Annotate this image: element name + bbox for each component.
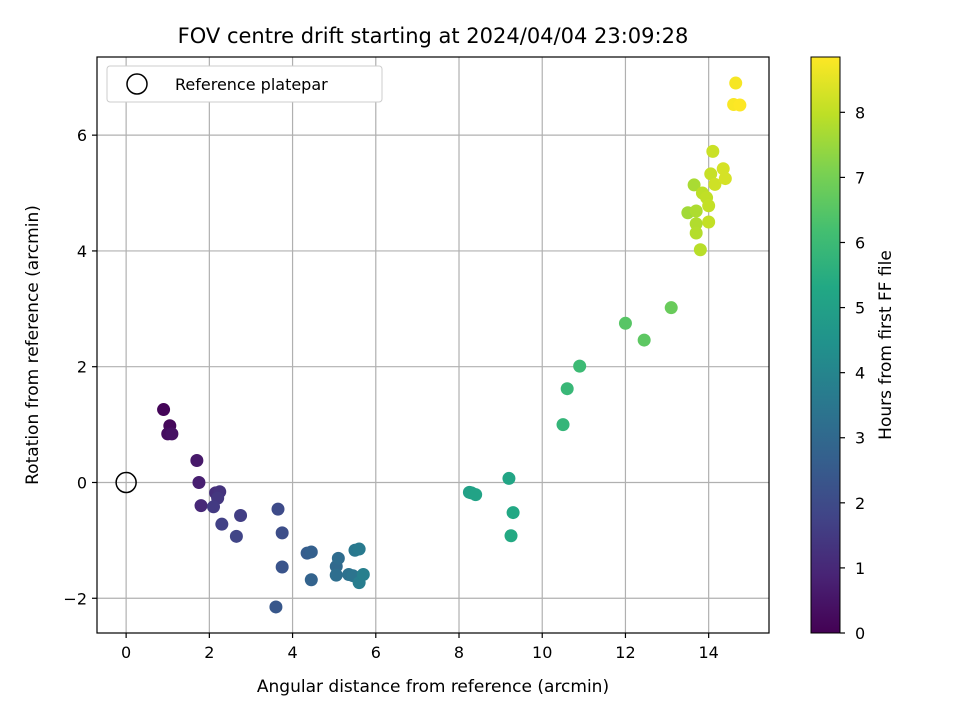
- data-point: [693, 243, 707, 257]
- data-point: [708, 177, 722, 191]
- colorbar-tick-label: 3: [855, 429, 865, 448]
- data-point: [192, 475, 206, 489]
- x-tick-label: 10: [532, 643, 552, 662]
- y-tick-label: −2: [63, 589, 87, 608]
- colorbar-tick-label: 1: [855, 559, 865, 578]
- chart-title: FOV centre drift starting at 2024/04/04 …: [178, 24, 689, 48]
- data-point: [304, 573, 318, 587]
- colorbar-ticks: 0 1 2 3 4 5 6 7 8: [840, 103, 865, 643]
- x-tick-label: 12: [615, 643, 635, 662]
- data-point: [637, 333, 651, 347]
- data-point: [469, 488, 483, 502]
- y-axis-label: Rotation from reference (arcmin): [23, 205, 43, 485]
- grid: [97, 57, 769, 633]
- colorbar-label: Hours from first FF file: [876, 250, 896, 440]
- colorbar-tick-label: 0: [855, 624, 865, 643]
- x-tick-label: 4: [287, 643, 297, 662]
- data-point: [689, 226, 703, 240]
- colorbar-tick-label: 4: [855, 364, 865, 383]
- data-point: [702, 199, 716, 213]
- data-point: [689, 204, 703, 218]
- data-point: [194, 499, 208, 513]
- data-point: [729, 76, 743, 90]
- data-point: [352, 542, 366, 556]
- legend-box: [106, 65, 383, 103]
- colorbar-tick-label: 5: [855, 299, 865, 318]
- data-point: [229, 529, 243, 543]
- data-point: [157, 403, 171, 417]
- data-point: [702, 215, 716, 229]
- data-point: [618, 316, 632, 330]
- data-point: [329, 568, 343, 582]
- data-point: [504, 529, 518, 543]
- data-point: [716, 162, 730, 176]
- data-point: [704, 167, 718, 181]
- data-point: [502, 471, 516, 485]
- y-axis-ticks: −2 0 2 4 6: [63, 126, 97, 608]
- data-point: [271, 502, 285, 516]
- data-point: [560, 382, 574, 396]
- data-point: [687, 178, 701, 192]
- legend-label: Reference platepar: [175, 75, 328, 94]
- data-point: [190, 453, 204, 467]
- legend-marker: [126, 73, 148, 95]
- data-point: [275, 560, 289, 574]
- data-point: [356, 568, 370, 582]
- data-point: [718, 172, 732, 186]
- plot-frame: [96, 56, 770, 634]
- y-tick-label: 2: [77, 358, 87, 377]
- data-point: [664, 301, 678, 315]
- x-tick-label: 6: [371, 643, 381, 662]
- y-tick-label: 4: [77, 242, 87, 261]
- y-tick-label: 6: [77, 126, 87, 145]
- x-axis-ticks: 0 2 4 6 8 10 12 14: [121, 633, 719, 662]
- x-axis-label: Angular distance from reference (arcmin): [257, 677, 609, 697]
- data-point: [573, 359, 587, 373]
- data-point: [215, 517, 229, 531]
- x-tick-label: 2: [204, 643, 214, 662]
- data-point: [556, 418, 570, 432]
- colorbar-tick-label: 6: [855, 233, 865, 252]
- data-point: [304, 545, 318, 559]
- colorbar-tick-label: 8: [855, 103, 865, 122]
- x-tick-label: 0: [121, 643, 131, 662]
- y-tick-label: 0: [77, 473, 87, 492]
- colorbar-tick-label: 7: [855, 168, 865, 187]
- legend: Reference platepar: [106, 65, 383, 103]
- data-point: [269, 600, 283, 614]
- data-point: [506, 506, 520, 520]
- data-points: [157, 76, 747, 614]
- data-point: [234, 508, 248, 522]
- data-point: [706, 144, 720, 158]
- x-tick-label: 8: [454, 643, 464, 662]
- reference-point: [115, 471, 137, 494]
- data-point: [165, 427, 179, 441]
- x-tick-label: 14: [698, 643, 718, 662]
- colorbar-tick-label: 2: [855, 494, 865, 513]
- colorbar: [810, 56, 841, 634]
- data-point: [689, 217, 703, 231]
- data-point: [733, 98, 747, 112]
- data-point: [207, 500, 221, 514]
- data-point: [275, 526, 289, 540]
- data-point: [331, 551, 345, 565]
